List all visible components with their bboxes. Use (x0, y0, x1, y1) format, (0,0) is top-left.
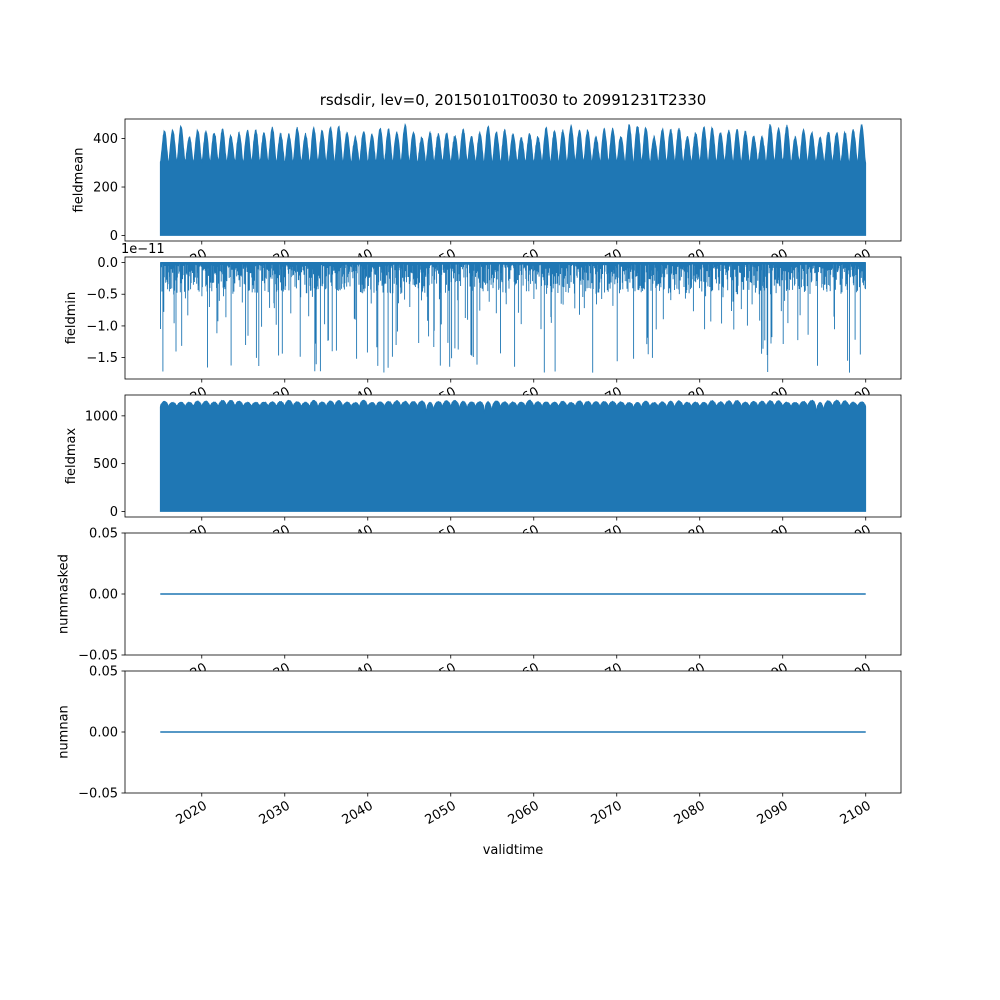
y-tick-label: 0.00 (89, 726, 118, 741)
y-tick-label: 0 (110, 229, 118, 244)
y-axis-label-nummasked: nummasked (57, 554, 72, 634)
y-tick-label: 400 (93, 132, 118, 147)
subplot-nummasked: −0.050.000.05202020302040205020602070208… (57, 527, 902, 690)
y-tick-label: 0 (110, 505, 118, 520)
x-tick-label: 2020 (174, 798, 210, 828)
y-tick-label: −0.05 (78, 649, 118, 664)
y-tick-label: 500 (93, 457, 118, 472)
area-series-fieldmax (159, 399, 867, 512)
subplot-fieldmean: 0200400202020302040205020602070208020902… (72, 118, 902, 276)
y-tick-label: −0.05 (78, 787, 118, 802)
x-tick-label: 2050 (423, 798, 459, 828)
x-tick-label: 2060 (506, 798, 542, 828)
y-axis-label-numnan: numnan (57, 705, 72, 759)
figure-title: rsdsdir, lev=0, 20150101T0030 to 2099123… (319, 91, 707, 109)
x-tick-label: 2070 (589, 798, 625, 828)
spike-series-fieldmin (160, 262, 866, 373)
x-tick-label: 2040 (340, 798, 376, 828)
y-tick-label: 1000 (85, 409, 118, 424)
x-tick-label: 2030 (257, 798, 293, 828)
y-axis-label-fieldmean: fieldmean (72, 148, 87, 213)
y-axis-label-fieldmin: fieldmin (64, 292, 79, 345)
y-tick-label: −1.0 (86, 319, 118, 334)
y-tick-label: 0.0 (97, 256, 118, 271)
y-tick-label: 0.05 (89, 665, 118, 680)
series-group-fieldmax (159, 399, 867, 512)
y-axis-label-fieldmax: fieldmax (64, 428, 79, 485)
axes-frame-fieldmean (124, 118, 902, 242)
subplot-fieldmin: 0.0−0.5−1.0−1.52020203020402050206020702… (64, 242, 902, 414)
subplot-fieldmax: 0500100020202030204020502060207020802090… (64, 394, 902, 552)
offset-text-fieldmin: 1e−11 (121, 242, 165, 257)
series-group-fieldmin (160, 261, 866, 373)
x-axis-label: validtime (482, 843, 544, 858)
x-tick-label: 2100 (838, 798, 874, 828)
area-series-fieldmean (159, 122, 867, 236)
axes-frame-fieldmax (124, 394, 902, 518)
y-tick-label: −0.5 (86, 288, 118, 303)
y-tick-label: −1.5 (86, 351, 118, 366)
axes-frame-fieldmin (124, 256, 902, 380)
y-tick-label: 0.00 (89, 588, 118, 603)
y-tick-label: 0.05 (89, 527, 118, 542)
subplot-numnan: −0.05 0.00 0.05 2020 2030 2040 2050 2060 2070 208… (57, 665, 902, 828)
x-tick-label: 2090 (755, 798, 791, 828)
x-tick-label: 2080 (672, 798, 708, 828)
y-tick-label: 200 (93, 181, 118, 196)
series-group-fieldmean (159, 122, 867, 236)
